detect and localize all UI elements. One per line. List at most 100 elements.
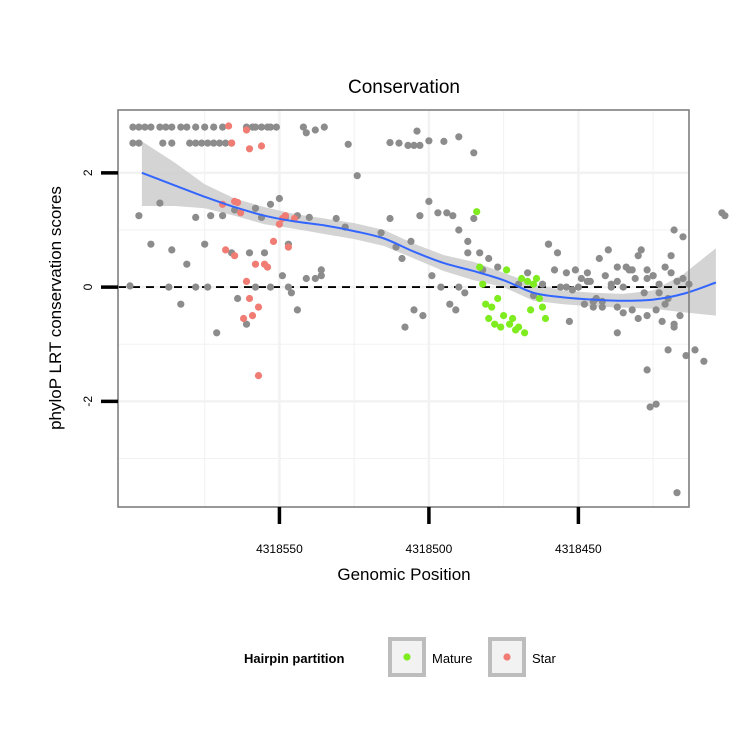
point-star: [257, 142, 266, 150]
point-other: [601, 272, 609, 280]
point-other: [455, 283, 463, 291]
point-other: [275, 194, 283, 203]
point-other: [667, 252, 675, 260]
point-other: [667, 269, 675, 277]
point-other: [464, 237, 472, 245]
point-other: [658, 317, 666, 325]
point-other: [640, 289, 648, 297]
point-other: [670, 226, 678, 234]
point-mature: [508, 314, 517, 323]
point-other: [562, 269, 571, 277]
point-other: [192, 139, 200, 147]
point-mature: [476, 263, 484, 271]
point-other: [159, 139, 167, 147]
point-star: [245, 294, 254, 303]
point-other: [613, 303, 621, 311]
point-star: [237, 209, 245, 217]
point-other: [613, 329, 621, 337]
point-other: [177, 300, 185, 308]
point-mature: [473, 208, 481, 216]
point-star: [254, 303, 263, 311]
point-other: [147, 123, 155, 131]
point-other: [192, 213, 200, 221]
point-other: [634, 314, 642, 323]
point-mature: [488, 303, 496, 311]
point-other: [245, 249, 254, 257]
point-other: [661, 300, 669, 308]
point-other: [577, 274, 586, 283]
point-other: [598, 297, 606, 305]
point-other: [652, 306, 660, 314]
point-star: [269, 237, 278, 245]
point-other: [266, 123, 275, 131]
point-other: [416, 141, 424, 149]
point-other: [425, 137, 433, 145]
point-other: [156, 199, 164, 207]
x-tick-label: 4318550: [256, 542, 303, 556]
point-star: [228, 139, 236, 147]
point-other: [455, 226, 463, 234]
point-other: [643, 266, 651, 274]
legend-entries: Mature Star: [388, 637, 557, 677]
point-other: [455, 133, 463, 141]
point-other: [682, 352, 690, 360]
point-other: [129, 123, 137, 131]
point-other: [353, 172, 361, 180]
point-other: [655, 280, 663, 288]
point-other: [204, 283, 212, 291]
point-other: [386, 214, 394, 223]
point-mature: [494, 294, 502, 303]
point-other: [344, 140, 352, 148]
point-other: [613, 263, 621, 271]
point-other: [317, 266, 325, 274]
point-other: [586, 277, 594, 285]
point-mature: [506, 320, 514, 328]
point-other: [305, 213, 313, 221]
point-other: [637, 246, 645, 254]
point-other: [141, 123, 149, 131]
scatter-points: [126, 122, 729, 497]
point-other: [168, 123, 176, 131]
point-other: [266, 200, 275, 208]
plot-panel-border: [117, 109, 690, 508]
point-other: [302, 274, 310, 283]
point-other: [619, 283, 627, 291]
point-other: [272, 123, 280, 131]
point-other: [631, 274, 639, 283]
y-axis-label: phyloP LRT conservation scores: [46, 186, 65, 430]
point-other: [643, 312, 651, 320]
point-other: [207, 212, 215, 220]
point-other: [440, 137, 448, 145]
point-other: [538, 280, 547, 288]
point-mature: [541, 314, 550, 323]
point-other: [251, 123, 260, 131]
point-other: [721, 212, 729, 220]
point-other: [437, 283, 445, 291]
point-mature: [485, 314, 493, 323]
y-tick-label: -2: [81, 396, 95, 407]
point-other: [210, 139, 218, 147]
point-other: [293, 306, 301, 314]
point-other: [278, 272, 286, 280]
point-other: [299, 123, 307, 131]
point-mature: [503, 266, 511, 274]
point-other: [251, 204, 260, 212]
point-other: [565, 317, 574, 325]
plot-area: [117, 109, 729, 508]
point-other: [556, 283, 565, 291]
point-star: [231, 252, 239, 260]
point-other: [568, 286, 577, 294]
point-other: [377, 229, 385, 237]
point-other: [580, 300, 589, 308]
smooth-trend-line: [141, 171, 717, 302]
point-other: [168, 139, 176, 147]
point-other: [676, 312, 684, 320]
point-other: [628, 306, 636, 314]
point-mature: [500, 312, 508, 320]
point-mature: [518, 274, 526, 283]
point-other: [192, 123, 200, 131]
point-mature: [529, 280, 538, 288]
point-other: [553, 249, 562, 257]
point-mature: [524, 277, 532, 285]
